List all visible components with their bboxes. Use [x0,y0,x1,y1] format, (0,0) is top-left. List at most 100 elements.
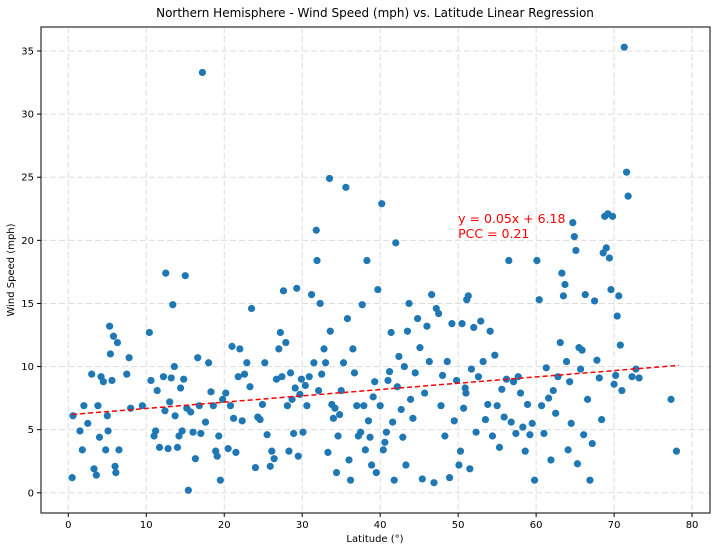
data-point [505,256,513,265]
data-point [562,357,571,366]
data-point [397,405,405,414]
data-point [270,455,278,463]
data-point [161,407,169,415]
data-point [561,280,569,289]
data-point [299,428,307,436]
data-point [616,341,624,349]
data-point [567,419,575,427]
data-point [382,428,391,436]
data-point [402,461,410,469]
data-point [84,419,92,427]
data-point [92,471,100,479]
data-point [414,315,422,323]
data-point [445,474,454,482]
data-point [418,475,426,483]
data-point [279,287,288,295]
data-point [366,433,374,441]
data-point [282,338,290,347]
data-point [256,415,264,424]
data-point [113,338,122,347]
y-tick-label: 20 [21,236,34,247]
data-point [450,417,458,425]
data-point [307,291,316,299]
data-point [297,375,306,383]
data-point [288,395,296,403]
x-axis-ticks: 0 10 20 30 40 50 60 70 80 [65,513,698,531]
data-point [466,465,474,473]
data-point [247,304,256,313]
data-point [290,429,298,438]
data-point [406,395,415,403]
y-tick-label: 0 [28,488,34,499]
data-point [612,371,620,380]
data-point [570,232,578,241]
data-point [470,323,478,332]
data-point [263,431,271,439]
data-point [224,445,232,453]
data-point [392,239,400,247]
data-point [528,419,536,427]
data-point [240,370,249,378]
data-point [416,344,424,352]
y-tick-label: 10 [21,362,34,373]
data-point [194,354,202,362]
data-point [357,428,365,436]
chart-title: Northern Hemisphere - Wind Speed (mph) v… [156,6,594,20]
data-point [622,168,631,176]
data-point [205,359,213,367]
data-point [171,412,179,420]
data-point [111,462,119,470]
data-point [581,291,589,299]
data-point [620,43,628,51]
data-point [361,446,369,454]
data-point [350,369,359,377]
data-point [169,301,177,309]
data-point [564,446,572,454]
data-point [272,375,281,383]
data-point [321,359,330,367]
data-point [477,317,485,325]
data-point [332,469,341,477]
data-point [334,432,342,440]
data-point [467,365,476,373]
data-point [533,256,541,265]
data-point [607,285,615,294]
data-point [283,402,291,410]
data-point [428,291,436,299]
data-point [384,376,392,385]
data-point [268,447,276,455]
data-point [155,443,164,451]
data-point [243,359,251,367]
data-point [635,374,643,382]
data-point [261,359,269,367]
data-point [147,376,155,385]
data-point [372,469,380,477]
data-point [88,370,96,378]
data-point [219,395,227,403]
data-point [276,328,284,337]
data-point [376,402,384,410]
data-point [184,486,192,494]
data-point [180,375,188,383]
data-point [549,386,557,395]
data-point [229,414,238,422]
data-point [472,428,480,436]
data-point [613,312,621,320]
data-point [320,345,328,353]
data-point [602,244,610,252]
data-point [479,357,487,366]
data-point [159,373,168,381]
data-point [390,476,398,484]
data-point [152,427,160,435]
data-point [125,354,133,362]
data-point [162,269,170,277]
x-tick-label: 20 [218,520,231,531]
y-tick-label: 15 [21,299,34,310]
data-point [342,183,350,191]
data-point [76,427,84,435]
data-point [409,414,417,422]
data-point [452,376,461,385]
data-point [176,384,185,392]
data-point [421,389,429,397]
data-point [215,432,223,440]
